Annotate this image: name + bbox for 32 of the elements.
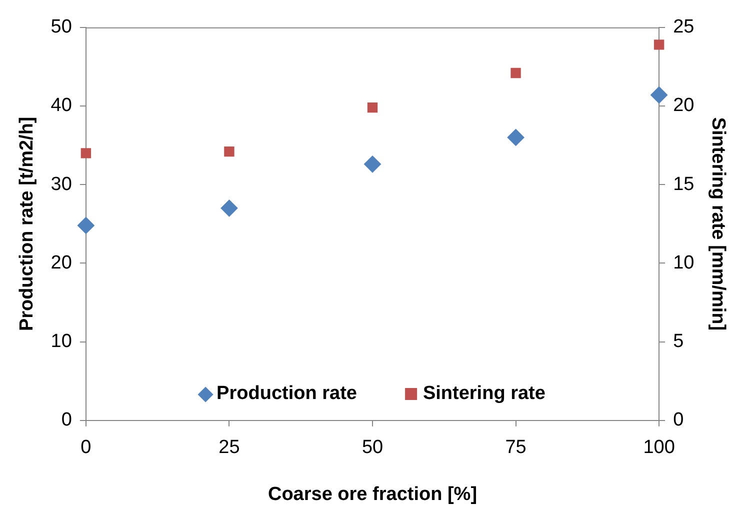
x-tick-label: 25 xyxy=(218,437,240,458)
point xyxy=(654,40,664,50)
y2-tick-label: 5 xyxy=(673,331,684,352)
point xyxy=(650,86,668,104)
point xyxy=(80,148,92,158)
y2-tick-label: 15 xyxy=(673,174,694,195)
point xyxy=(220,200,238,217)
point xyxy=(507,128,524,146)
y2-tick-label: 25 xyxy=(673,16,694,38)
y-tick-label: 10 xyxy=(50,331,72,352)
y2-tick-label: 0 xyxy=(673,410,684,431)
x-tick-label: 0 xyxy=(80,437,92,458)
y-tick-label: 20 xyxy=(50,252,72,274)
legend-label: Production rate xyxy=(216,383,357,405)
point xyxy=(77,216,94,234)
y2-tick-label: 10 xyxy=(673,252,694,274)
point xyxy=(364,156,381,173)
y-tick-label: 50 xyxy=(50,16,72,38)
y-axis-title: Production rate [t/m2/h] xyxy=(16,116,38,332)
x-tick-label: 50 xyxy=(362,437,384,458)
y2-axis-title: Sintering rate [mm/min] xyxy=(707,117,728,331)
y-tick-label: 0 xyxy=(61,410,72,431)
y-tick-label: 40 xyxy=(50,95,72,116)
x-tick-label: 100 xyxy=(643,437,675,458)
point xyxy=(510,68,521,78)
point xyxy=(367,102,378,113)
x-axis-title: Coarse ore fraction [%] xyxy=(268,484,478,505)
legend-label: Sintering rate xyxy=(422,383,546,405)
y-tick-label: 30 xyxy=(50,174,72,195)
y2-tick-label: 20 xyxy=(673,95,694,116)
x-tick-label: 75 xyxy=(505,437,526,458)
point xyxy=(224,146,234,157)
